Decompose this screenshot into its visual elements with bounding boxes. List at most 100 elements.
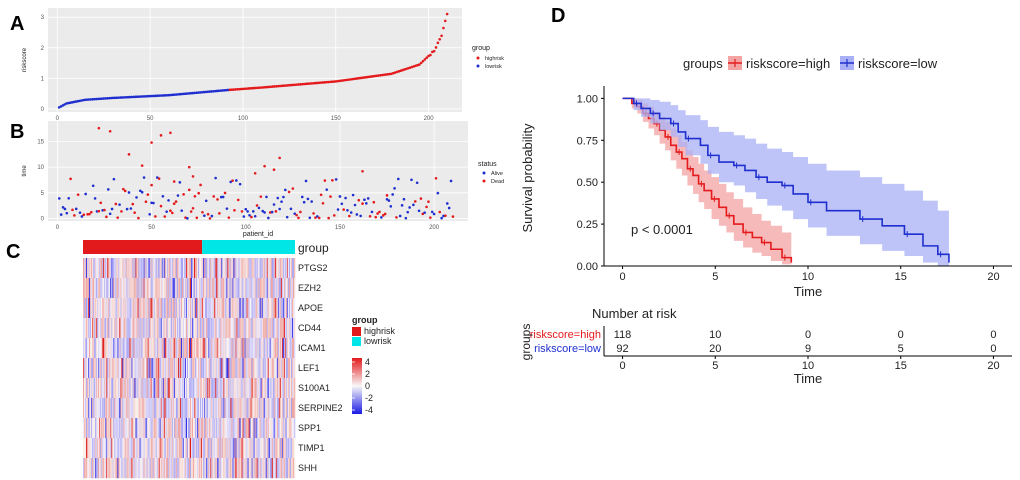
heatmap-cell	[232, 458, 234, 479]
heatmap-cell	[131, 278, 133, 299]
heatmap-cell	[264, 358, 267, 379]
heatmap-cell	[265, 338, 268, 359]
panel-letter-d: D	[551, 5, 565, 27]
panel-a-xtick-label: 150	[331, 116, 342, 122]
heatmap-cell	[144, 458, 146, 479]
heatmap-cell	[281, 418, 284, 439]
heatmap-cell	[127, 418, 129, 439]
heatmap-cell	[239, 438, 241, 459]
heatmap-cell	[240, 398, 242, 419]
heatmap-cell	[272, 318, 275, 339]
panel-b-point	[404, 216, 408, 220]
heatmap-cell	[113, 418, 115, 439]
heatmap-cell	[198, 438, 200, 459]
heatmap-cell	[141, 358, 143, 379]
panel-b-point	[169, 131, 172, 135]
heatmap-cell	[207, 258, 209, 279]
heatmap-cell	[90, 298, 92, 319]
heatmap-cell	[269, 358, 272, 379]
heatmap-cell	[97, 438, 99, 459]
panel-b-point	[225, 207, 229, 210]
heatmap-cell	[114, 418, 116, 439]
heatmap-cell	[234, 458, 236, 479]
heatmap-cell	[120, 458, 122, 479]
heatmap-cell	[293, 278, 296, 299]
panel-b-point	[278, 207, 281, 211]
panel-a-point	[159, 94, 163, 97]
heatmap-cell	[256, 358, 258, 379]
heatmap-cell	[118, 358, 120, 379]
heatmap-cell	[148, 258, 150, 279]
panel-b-point	[451, 215, 455, 218]
heatmap-cell	[152, 258, 154, 279]
heatmap-cell	[237, 438, 239, 459]
heatmap-cell	[276, 458, 279, 479]
heatmap-cell	[217, 418, 219, 439]
heatmap-cell	[141, 398, 143, 419]
heatmap-cell	[87, 338, 89, 359]
panel-a-point	[288, 83, 291, 87]
heatmap-cell	[168, 438, 171, 459]
heatmap-cell	[209, 458, 211, 479]
heatmap-cell	[216, 318, 218, 339]
panel-a-point	[421, 59, 425, 63]
heatmap-cell	[221, 258, 223, 279]
heatmap-cell	[146, 438, 148, 459]
heatmap-cell	[176, 398, 179, 419]
heatmap-cell	[109, 458, 111, 479]
heatmap-cell	[157, 398, 160, 419]
heatmap-cell	[238, 318, 240, 339]
panel-b-point	[421, 212, 425, 216]
heatmap-cell	[223, 378, 225, 399]
heatmap-cell	[283, 338, 286, 359]
heatmap-cell	[238, 358, 240, 379]
heatmap-cell	[155, 298, 157, 319]
heatmap-cell	[185, 258, 188, 279]
heatmap-cell	[164, 378, 167, 399]
heatmap-cell	[106, 398, 108, 419]
panel-a-point	[187, 92, 191, 95]
heatmap-cell	[204, 438, 206, 459]
heatmap-cell	[236, 358, 238, 379]
heatmap-cell	[246, 438, 248, 459]
heatmap-cell	[258, 398, 260, 419]
heatmap-cell	[144, 318, 146, 339]
heatmap-cell	[200, 258, 202, 279]
heatmap-cell	[195, 378, 197, 399]
heatmap-cell	[190, 278, 192, 299]
heatmap-cell	[141, 338, 143, 359]
heatmap-cell	[162, 298, 165, 319]
heatmap-cell	[104, 418, 106, 439]
heatmap-cell	[234, 278, 236, 299]
panel-b-point	[263, 164, 266, 168]
panel-a-xtick-label: 50	[147, 116, 154, 122]
heatmap-cell	[229, 258, 231, 279]
heatmap-cell	[166, 418, 169, 439]
heatmap-cell	[251, 258, 253, 279]
heatmap-cell	[222, 378, 224, 399]
heatmap-cell	[247, 338, 249, 359]
panel-b-point	[150, 141, 153, 144]
heatmap-cell	[256, 398, 258, 419]
heatmap-cell	[262, 278, 265, 299]
heatmap-cell	[278, 258, 281, 279]
heatmap-cell	[268, 458, 271, 479]
heatmap-cell	[111, 358, 113, 379]
heatmap-cell	[222, 258, 224, 279]
heatmap-cell	[91, 438, 93, 459]
heatmap-cell	[144, 418, 146, 439]
panel-b-point	[368, 214, 372, 218]
heatmap-cell	[174, 398, 177, 419]
heatmap-cell	[198, 298, 200, 319]
heatmap-cell	[181, 418, 184, 439]
panel-a-point	[330, 80, 334, 84]
heatmap-cell	[111, 378, 113, 399]
heatmap-cell	[104, 258, 106, 279]
heatmap-cell	[276, 298, 279, 319]
panel-a-point	[260, 86, 263, 89]
heatmap-cell	[278, 378, 281, 399]
heatmap-cell	[260, 418, 262, 439]
km-ytick-label: 0.00	[577, 261, 598, 273]
heatmap-cell	[213, 378, 215, 399]
panel-b-point	[370, 210, 374, 214]
